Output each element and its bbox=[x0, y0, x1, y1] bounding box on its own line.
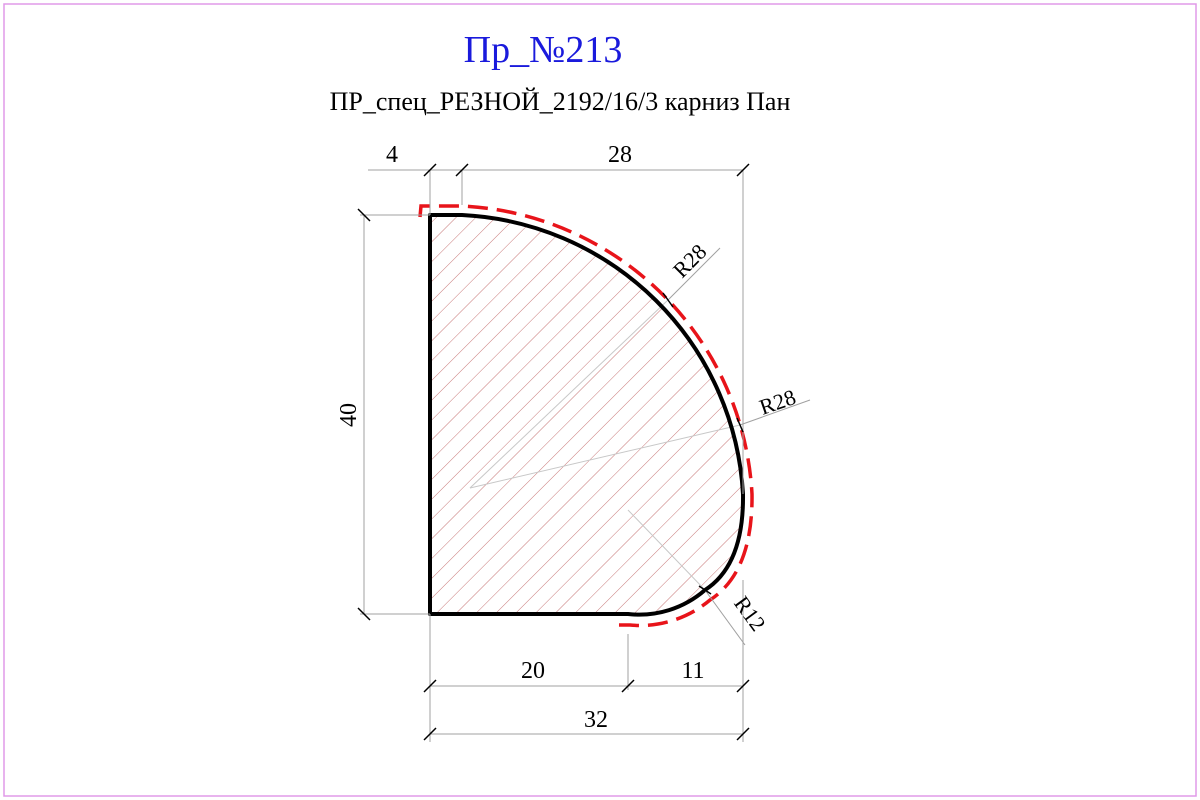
dimension-bottom bbox=[429, 580, 744, 742]
dimension-ticks-bottom bbox=[423, 679, 750, 741]
radius-leaders bbox=[667, 247, 811, 646]
dimension-ticks-height bbox=[357, 208, 371, 621]
profile-section bbox=[430, 215, 744, 615]
dimension-height bbox=[360, 214, 430, 615]
dimension-height-label: 40 bbox=[336, 403, 362, 427]
radius-upper-label: R28 bbox=[668, 239, 712, 283]
dimension-top-left: 4 bbox=[386, 142, 398, 168]
cut-line bbox=[418, 204, 754, 628]
construction-lines bbox=[469, 299, 741, 591]
dimension-bottom-total: 32 bbox=[584, 707, 608, 733]
radius-middle-label: R28 bbox=[756, 384, 799, 420]
profile-outline bbox=[428, 213, 746, 617]
dimension-bottom-left: 20 bbox=[521, 658, 545, 684]
radius-lower-label: R12 bbox=[729, 591, 771, 635]
dimension-top-right: 28 bbox=[608, 142, 632, 168]
radius-ticks bbox=[662, 292, 744, 595]
dimension-ticks-top bbox=[423, 163, 750, 177]
drawing-title: Пр_№213 bbox=[464, 29, 623, 71]
page-border bbox=[3, 3, 1197, 797]
dimension-bottom-right: 11 bbox=[681, 658, 704, 684]
drawing-subtitle: ПР_спец_РЕЗНОЙ_2192/16/3 карниз Пан bbox=[330, 87, 791, 116]
